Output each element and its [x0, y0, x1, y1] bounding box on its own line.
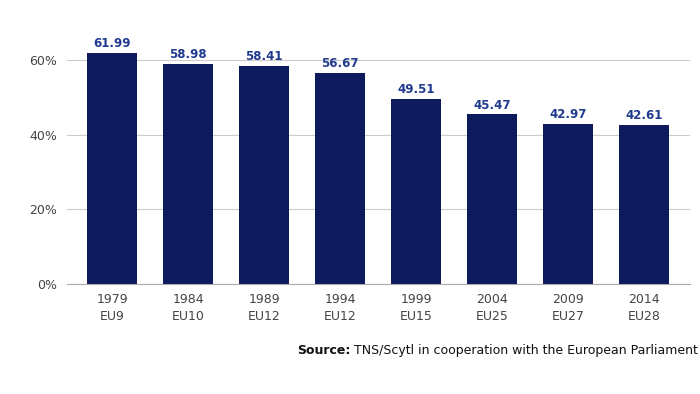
Text: 56.67: 56.67 [321, 57, 359, 70]
Text: TNS/Scytl in cooperation with the European Parliament: TNS/Scytl in cooperation with the Europe… [350, 344, 698, 357]
Bar [88, 53, 136, 284]
Bar [239, 66, 288, 284]
Bar [391, 99, 441, 284]
Text: 61.99: 61.99 [93, 37, 131, 50]
Text: 58.98: 58.98 [169, 48, 207, 61]
Text: Source:: Source: [297, 344, 350, 357]
Bar [543, 124, 593, 284]
Bar [468, 115, 517, 284]
Text: 42.61: 42.61 [625, 109, 663, 122]
Bar [163, 64, 213, 284]
Text: 49.51: 49.51 [397, 84, 435, 97]
Bar [315, 73, 365, 284]
Text: 45.47: 45.47 [473, 98, 511, 112]
Bar [620, 125, 668, 284]
Text: 58.41: 58.41 [245, 50, 283, 63]
Text: 42.97: 42.97 [550, 108, 587, 121]
